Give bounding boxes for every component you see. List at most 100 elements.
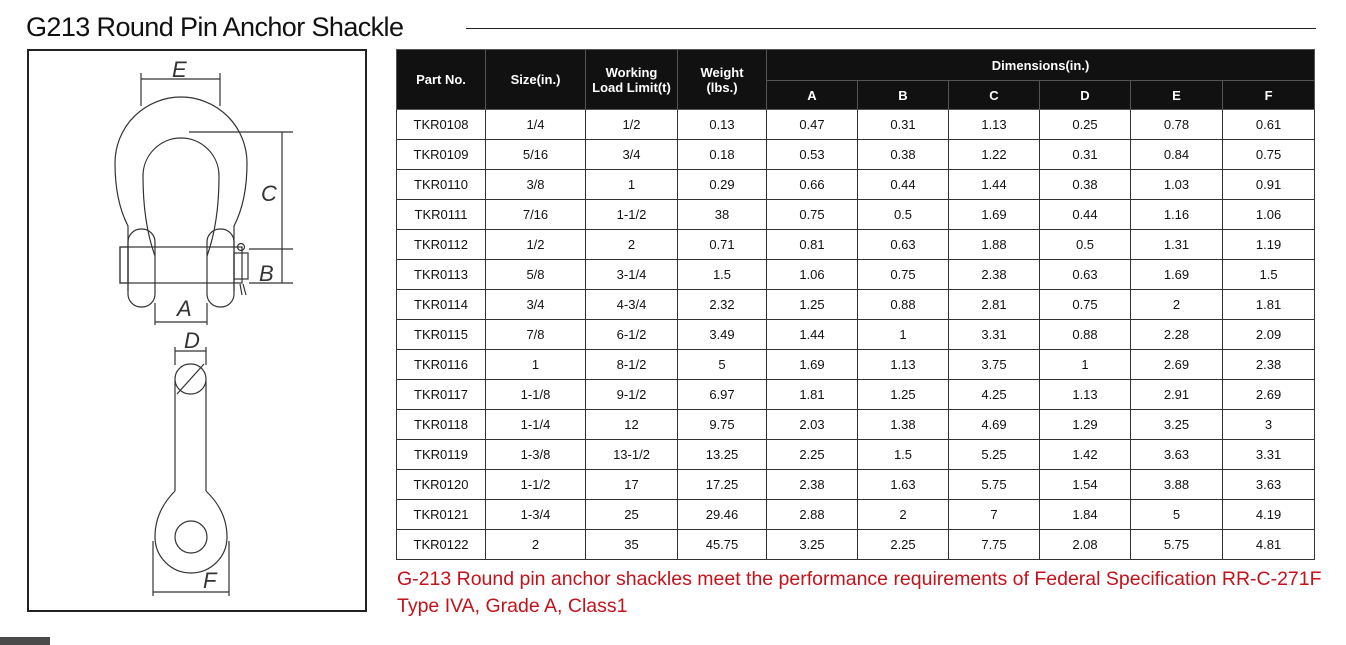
- cell-dim-b: 1.5: [857, 439, 949, 470]
- cell-working-load-limit: 2: [585, 229, 678, 260]
- cell-dim-a: 3.25: [766, 529, 858, 560]
- shackle-drawing: E C B A D F: [114, 57, 293, 596]
- header-dim-c: C: [948, 80, 1040, 110]
- cotter-ring: [236, 242, 246, 252]
- cell-dim-f: 0.75: [1221, 139, 1316, 170]
- cell-dim-c: 2.38: [948, 259, 1040, 290]
- cell-part-no: TKR0117: [396, 379, 486, 410]
- cell-working-load-limit: 8-1/2: [585, 349, 678, 380]
- cell-dim-d: 1.13: [1039, 379, 1131, 410]
- cell-working-load-limit: 17: [585, 469, 678, 500]
- table-row: TKR0111 7/16 1-1/2 38 0.75 0.5 1.69 0.44 1.16 1.0…: [396, 199, 1316, 230]
- header-weight-line2: (lbs.): [706, 79, 738, 95]
- cell-dim-f: 2.09: [1221, 319, 1316, 350]
- cell-dim-d: 0.38: [1039, 169, 1131, 200]
- cell-dim-e: 1.31: [1130, 229, 1223, 260]
- header-weight: Weight (lbs.): [677, 49, 767, 110]
- cell-dim-f: 4.81: [1221, 529, 1316, 560]
- table-row: TKR0121 1-3/4 25 29.46 2.88 2 7 1.84 5 4.19: [396, 499, 1316, 530]
- header-wll-line2: Load Limit(t): [592, 79, 671, 95]
- cell-size: 7/16: [485, 199, 586, 230]
- cell-dim-c: 1.88: [948, 229, 1040, 260]
- cell-dim-c: 4.69: [948, 409, 1040, 440]
- cell-dim-a: 2.03: [766, 409, 858, 440]
- shackle-bow-outer: [114, 96, 248, 291]
- cotter-pin: [239, 283, 247, 296]
- cell-dim-f: 3.63: [1221, 469, 1316, 500]
- right-ear: [206, 228, 235, 308]
- cell-weight: 17.25: [677, 469, 767, 500]
- header-dim-d: D: [1039, 80, 1131, 110]
- header-dim-b: B: [857, 80, 949, 110]
- cell-dim-b: 1.63: [857, 469, 949, 500]
- table-row: TKR0116 1 8-1/2 5 1.69 1.13 3.75 1 2.69 2.38: [396, 349, 1316, 380]
- table-row: TKR0110 3/8 1 0.29 0.66 0.44 1.44 0.38 1.03 0.91: [396, 169, 1316, 200]
- pin-side-end-hatch: [176, 363, 205, 395]
- cell-dim-b: 0.5: [857, 199, 949, 230]
- cell-dim-d: 0.31: [1039, 139, 1131, 170]
- cell-weight: 0.29: [677, 169, 767, 200]
- table-row: TKR0118 1-1/4 12 9.75 2.03 1.38 4.69 1.29 3.25 3: [396, 409, 1316, 440]
- table-row: TKR0122 2 35 45.75 3.25 2.25 7.75 2.08 5.75 4.81: [396, 529, 1316, 560]
- cell-dim-d: 0.88: [1039, 319, 1131, 350]
- table-row: TKR0112 1/2 2 0.71 0.81 0.63 1.88 0.5 1.31 1.19: [396, 229, 1316, 260]
- header-dim-a: A: [766, 80, 858, 110]
- cell-dim-d: 1: [1039, 349, 1131, 380]
- pin-side-eye: [174, 520, 208, 554]
- cell-dim-d: 1.54: [1039, 469, 1131, 500]
- dim-label-c: C: [261, 181, 277, 206]
- cell-working-load-limit: 1/2: [585, 109, 678, 140]
- cell-working-load-limit: 1: [585, 169, 678, 200]
- cell-dim-a: 1.06: [766, 259, 858, 290]
- pin-side-end: [174, 363, 207, 395]
- cell-part-no: TKR0118: [396, 409, 486, 440]
- cell-dim-b: 1.13: [857, 349, 949, 380]
- table-row: TKR0117 1-1/8 9-1/2 6.97 1.81 1.25 4.25 1.13 2.9…: [396, 379, 1316, 410]
- pin-side-head: [154, 490, 228, 574]
- cell-dim-c: 3.75: [948, 349, 1040, 380]
- table-row: TKR0119 1-3/8 13-1/2 13.25 2.25 1.5 5.25 1.42 3.…: [396, 439, 1316, 470]
- header-working-load-limit: Working Load Limit(t): [585, 49, 678, 110]
- cell-dim-f: 2.38: [1221, 349, 1316, 380]
- cell-weight: 3.49: [677, 319, 767, 350]
- header-dim-f: F: [1221, 80, 1316, 110]
- cell-size: 1-3/4: [485, 499, 586, 530]
- cell-dim-d: 0.63: [1039, 259, 1131, 290]
- cell-weight: 9.75: [677, 409, 767, 440]
- cell-dim-e: 2: [1130, 289, 1223, 320]
- cell-working-load-limit: 35: [585, 529, 678, 560]
- cell-weight: 29.46: [677, 499, 767, 530]
- cell-dim-e: 0.84: [1130, 139, 1223, 170]
- cell-dim-d: 0.44: [1039, 199, 1131, 230]
- cell-dim-c: 2.81: [948, 289, 1040, 320]
- table-row: TKR0108 1/4 1/2 0.13 0.47 0.31 1.13 0.25 0.78 0.6…: [396, 109, 1316, 140]
- cell-weight: 13.25: [677, 439, 767, 470]
- cell-dim-f: 3: [1221, 409, 1316, 440]
- cell-weight: 0.13: [677, 109, 767, 140]
- cell-part-no: TKR0112: [396, 229, 486, 260]
- cell-dim-b: 2: [857, 499, 949, 530]
- pin: [119, 246, 243, 284]
- cell-weight: 5: [677, 349, 767, 380]
- cell-dim-c: 3.31: [948, 319, 1040, 350]
- shackle-bow-inner: [142, 137, 220, 257]
- cell-dim-e: 3.63: [1130, 439, 1223, 470]
- cell-dim-d: 2.08: [1039, 529, 1131, 560]
- cell-dim-e: 1.16: [1130, 199, 1223, 230]
- cell-size: 5/16: [485, 139, 586, 170]
- cell-part-no: TKR0110: [396, 169, 486, 200]
- cell-dim-d: 0.25: [1039, 109, 1131, 140]
- cell-dim-b: 0.38: [857, 139, 949, 170]
- cell-dim-d: 1.42: [1039, 439, 1131, 470]
- cell-size: 7/8: [485, 319, 586, 350]
- cell-dim-a: 1.44: [766, 319, 858, 350]
- cell-dim-b: 1.38: [857, 409, 949, 440]
- cell-weight: 0.18: [677, 139, 767, 170]
- header-size: Size(in.): [485, 49, 586, 110]
- corner-tab: [0, 637, 50, 645]
- cell-working-load-limit: 1-1/2: [585, 199, 678, 230]
- spec-note: G-213 Round pin anchor shackles meet the…: [397, 568, 1322, 617]
- cell-size: 1-3/8: [485, 439, 586, 470]
- cell-dim-f: 1.19: [1221, 229, 1316, 260]
- cell-dim-a: 1.81: [766, 379, 858, 410]
